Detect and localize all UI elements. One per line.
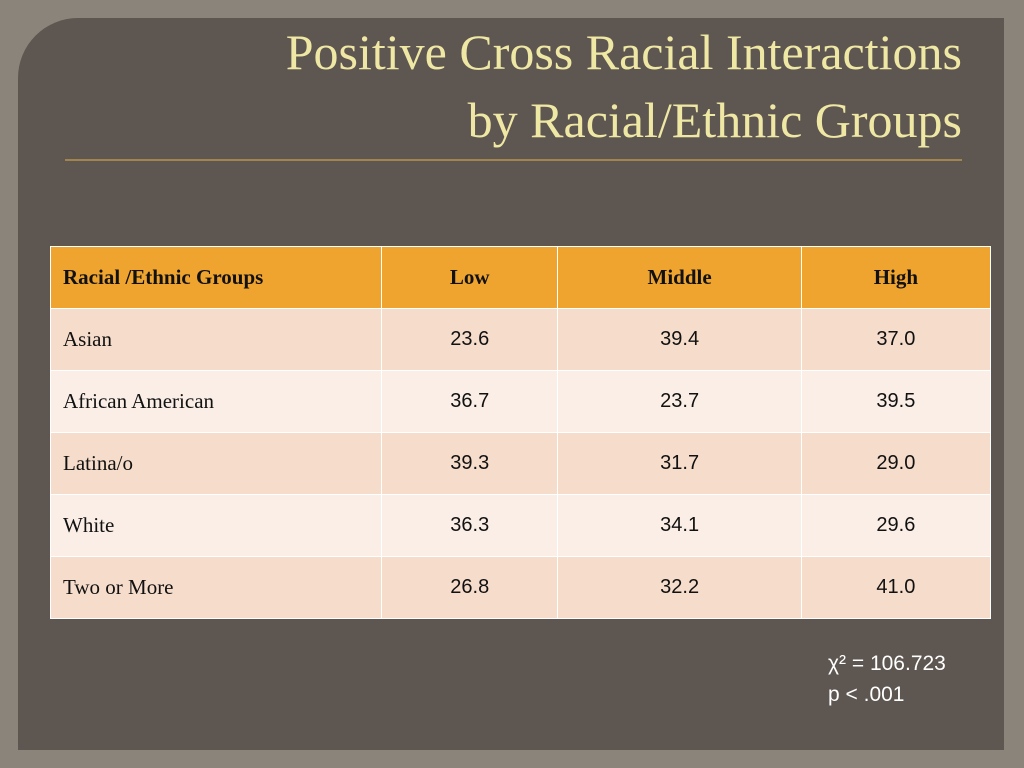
table: Racial /Ethnic Groups Low Middle High Asian 2… [50,246,992,619]
title-line: Positive Cross Racial Interactions [285,24,962,80]
stat-line: p < .001 [828,683,905,706]
table-row: Asian 23.6 39.4 37.0 [50,308,992,371]
value-cell: 41.0 [800,556,992,619]
table-row: White 36.3 34.1 29.6 [50,494,992,557]
value-cell: 34.1 [557,494,802,557]
table-row: Two or More 26.8 32.2 41.0 [50,556,992,619]
stats: χ² = 106.723 p < .001 [828,648,946,710]
header-cell: Racial /Ethnic Groups [50,246,382,309]
stat-line: χ² = 106.723 [828,652,946,675]
header-cell: Low [380,246,559,309]
value-cell: 32.2 [557,556,802,619]
title-line: by Racial/Ethnic Groups [467,92,962,148]
header-cell: High [800,246,992,309]
value-cell: 31.7 [557,432,802,495]
title: Positive Cross Racial Interactions by Rac… [286,18,962,154]
group-cell: Asian [50,308,382,371]
group-cell: White [50,494,382,557]
group-cell: African American [50,370,382,433]
value-cell: 37.0 [800,308,992,371]
header-cell: Middle [557,246,802,309]
value-cell: 23.7 [557,370,802,433]
table-row: African American 36.7 23.7 39.5 [50,370,992,433]
value-cell: 23.6 [380,308,559,371]
value-cell: 26.8 [380,556,559,619]
group-cell: Latina/o [50,432,382,495]
header-row: Racial /Ethnic Groups Low Middle High [50,246,992,309]
value-cell: 29.6 [800,494,992,557]
value-cell: 36.3 [380,494,559,557]
value-cell: 29.0 [800,432,992,495]
value-cell: 39.3 [380,432,559,495]
value-cell: 36.7 [380,370,559,433]
title-rule [65,159,962,161]
table-row: Latina/o 39.3 31.7 29.0 [50,432,992,495]
value-cell: 39.5 [800,370,992,433]
value-cell: 39.4 [557,308,802,371]
group-cell: Two or More [50,556,382,619]
